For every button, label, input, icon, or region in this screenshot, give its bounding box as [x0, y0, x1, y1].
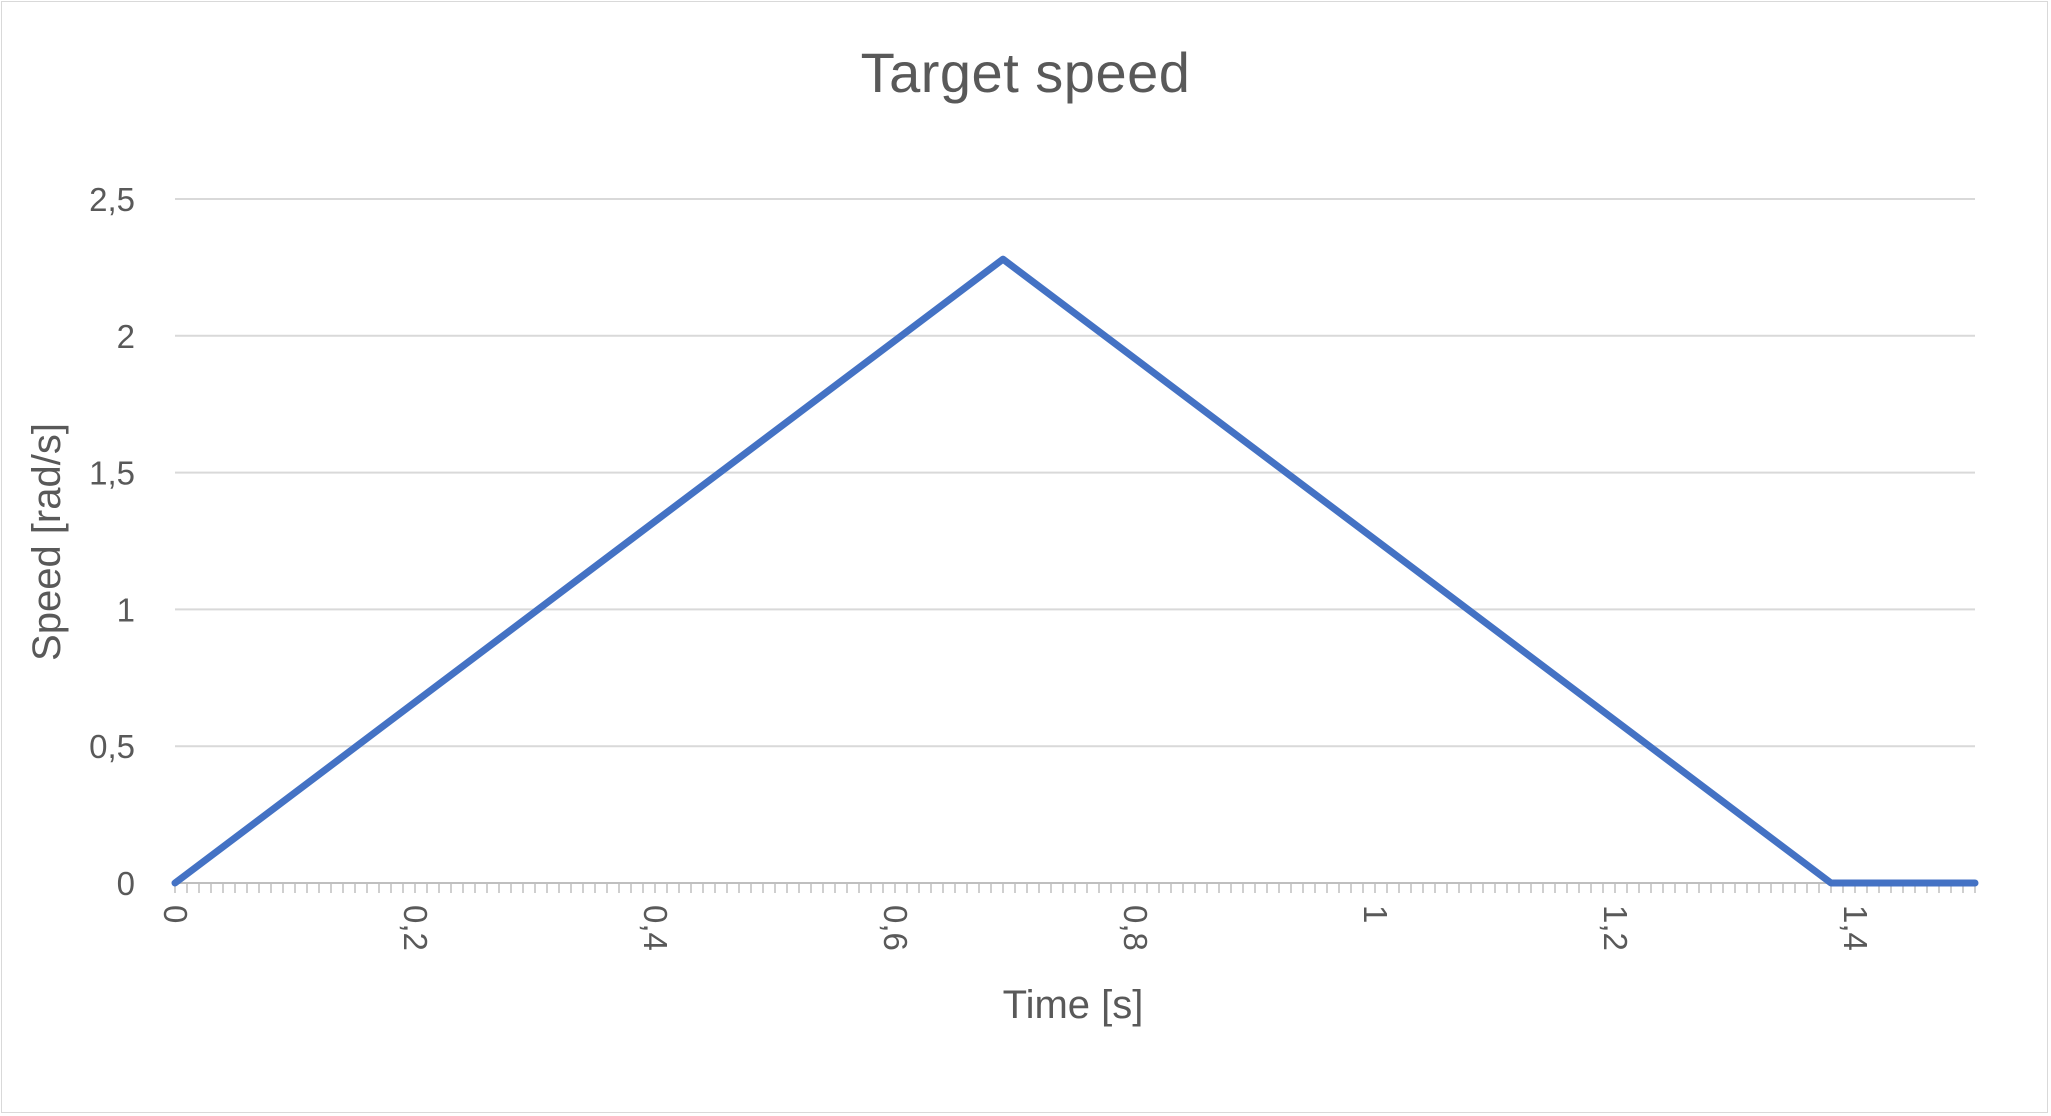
series-layer — [171, 255, 1979, 887]
y-axis-title: Speed [rad/s] — [25, 423, 69, 661]
y-tick-label: 0 — [117, 865, 135, 902]
x-minor-tick-marks — [174, 883, 1976, 893]
x-tick-label: 0,4 — [637, 905, 674, 951]
y-tick-label: 1 — [117, 591, 135, 628]
x-tick-label: 1,2 — [1597, 905, 1634, 951]
x-minor-ticks — [174, 883, 1976, 893]
gridlines — [175, 198, 1975, 884]
x-tick-label: 1 — [1357, 905, 1394, 923]
y-tick-labels: 0 0,5 1 1,5 2 2,5 — [89, 181, 135, 902]
y-tick-label: 1,5 — [89, 455, 135, 492]
x-tick-label: 0,2 — [397, 905, 434, 951]
series-line — [171, 255, 1979, 887]
x-tick-label: 0,8 — [1117, 905, 1154, 951]
x-axis-title: Time [s] — [1003, 983, 1144, 1027]
y-tick-label: 2 — [117, 318, 135, 355]
x-tick-label: 0 — [157, 905, 194, 923]
y-tick-label: 2,5 — [89, 181, 135, 218]
y-tick-label: 0,5 — [89, 728, 135, 765]
x-tick-label: 0,6 — [877, 905, 914, 951]
chart-title: Target speed — [860, 41, 1191, 104]
x-tick-labels: 0 0,2 0,4 0,6 0,8 1 1,2 1,4 — [157, 905, 1874, 951]
x-tick-label: 1,4 — [1837, 905, 1874, 951]
